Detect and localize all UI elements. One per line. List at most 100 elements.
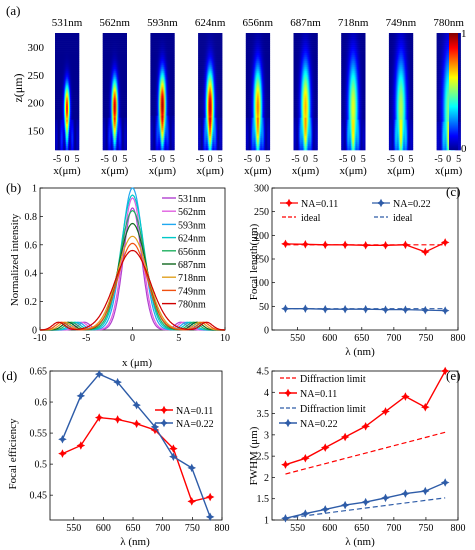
heatmap-cell [206, 75, 208, 78]
heatmap-cell [72, 39, 74, 42]
heatmap-cell [57, 115, 59, 119]
heatmap-cell [216, 79, 218, 82]
heatmap-cell [68, 91, 70, 94]
heatmap-cell [122, 99, 124, 102]
heatmap-cell [216, 89, 218, 92]
heatmap-cell [109, 45, 111, 48]
heatmap-cell [158, 77, 160, 80]
wavelength-title: 562nm [99, 17, 130, 29]
heatmap-cell [173, 115, 175, 119]
heatmap-cell [72, 141, 74, 145]
heatmap-cell [156, 145, 158, 149]
heatmap-cell [216, 35, 218, 38]
heatmap-cell [65, 117, 67, 121]
heatmap-cell [70, 135, 72, 139]
heatmap-cell [157, 43, 159, 46]
heatmap-cell [155, 85, 157, 88]
heatmap-cell [164, 143, 166, 147]
heatmap-cell [121, 121, 123, 125]
heatmap-cell [220, 49, 222, 52]
heatmap-cell [116, 89, 118, 92]
heatmap-cell [168, 77, 170, 80]
heatmap-cell [72, 101, 74, 104]
heatmap-cell [104, 133, 106, 137]
heatmap-cell [106, 87, 108, 90]
heatmap-cell [66, 35, 68, 38]
heatmap-cell [68, 103, 70, 106]
heatmap-cell [153, 95, 155, 98]
heatmap-cell [107, 45, 109, 48]
heatmap-cell [110, 119, 112, 123]
heatmap-cell [62, 33, 64, 36]
heatmap-cell [58, 105, 60, 108]
heatmap-cell [57, 63, 59, 66]
heatmap-cell [78, 109, 80, 112]
heatmap-cell [124, 107, 126, 110]
heatmap-cell [69, 121, 71, 125]
heatmap-cell [107, 55, 109, 58]
heatmap-cell [69, 35, 71, 38]
heatmap-cell [163, 37, 165, 40]
heatmap-cell [123, 47, 125, 50]
heatmap-cell [150, 59, 152, 62]
heatmap-cell [122, 45, 124, 48]
heatmap-cell [170, 113, 172, 117]
heatmap-cell [170, 79, 172, 82]
heatmap-cell [150, 131, 152, 135]
heatmap-cell [219, 59, 221, 62]
heatmap-cell [117, 125, 119, 129]
heatmap-cell [70, 39, 72, 42]
heatmap-cell [122, 73, 124, 76]
heatmap-cell [114, 63, 116, 66]
heatmap-cell [170, 87, 172, 90]
heatmap-cell [118, 61, 120, 64]
heatmap-cell [105, 111, 107, 114]
heatmap-cell [61, 47, 63, 50]
heatmap-cell [157, 109, 159, 112]
heatmap-cell [112, 99, 114, 102]
heatmap-cell [67, 53, 69, 56]
heatmap-cell [199, 53, 201, 56]
heatmap-cell [122, 145, 124, 149]
heatmap-cell [159, 71, 161, 74]
heatmap-cell [211, 79, 213, 82]
heatmap-cell [115, 75, 117, 78]
heatmap-cell [120, 73, 122, 76]
heatmap-cell [151, 65, 153, 68]
heatmap-cell [76, 137, 78, 141]
heatmap-cell [159, 93, 161, 96]
heatmap-cell [212, 57, 214, 60]
heatmap-cell [61, 33, 63, 36]
heatmap-cell [56, 105, 58, 108]
heatmap-cell [159, 63, 161, 66]
heatmap-cell [215, 71, 217, 74]
heatmap-cell [165, 111, 167, 114]
heatmap-cell [157, 33, 159, 36]
heatmap-cell [157, 75, 159, 78]
heatmap-cell [215, 43, 217, 46]
heatmap-cell [220, 45, 222, 48]
heatmap-cell [113, 97, 115, 100]
heatmap-cell [199, 65, 201, 68]
heatmap-cell [120, 71, 122, 74]
heatmap-cell [153, 119, 155, 123]
heatmap-cell [59, 137, 61, 141]
heatmap-cell [170, 61, 172, 64]
heatmap-cell [56, 59, 58, 62]
heatmap-cell [152, 41, 154, 44]
heatmap-cell [106, 59, 108, 62]
heatmap-cell [60, 95, 62, 98]
heatmap-cell [77, 119, 79, 123]
heatmap-cell [76, 93, 78, 96]
heatmap-cell [204, 47, 206, 50]
heatmap-cell [166, 41, 168, 44]
heatmap-cell [111, 139, 113, 143]
heatmap-cell [62, 51, 64, 54]
heatmap-cell [203, 85, 205, 88]
heatmap-cell [60, 69, 62, 72]
heatmap-cell [123, 111, 125, 114]
heatmap-cell [63, 45, 65, 48]
heatmap-cell [163, 141, 165, 145]
heatmap-cell [198, 77, 200, 80]
heatmap-cell [120, 49, 122, 52]
